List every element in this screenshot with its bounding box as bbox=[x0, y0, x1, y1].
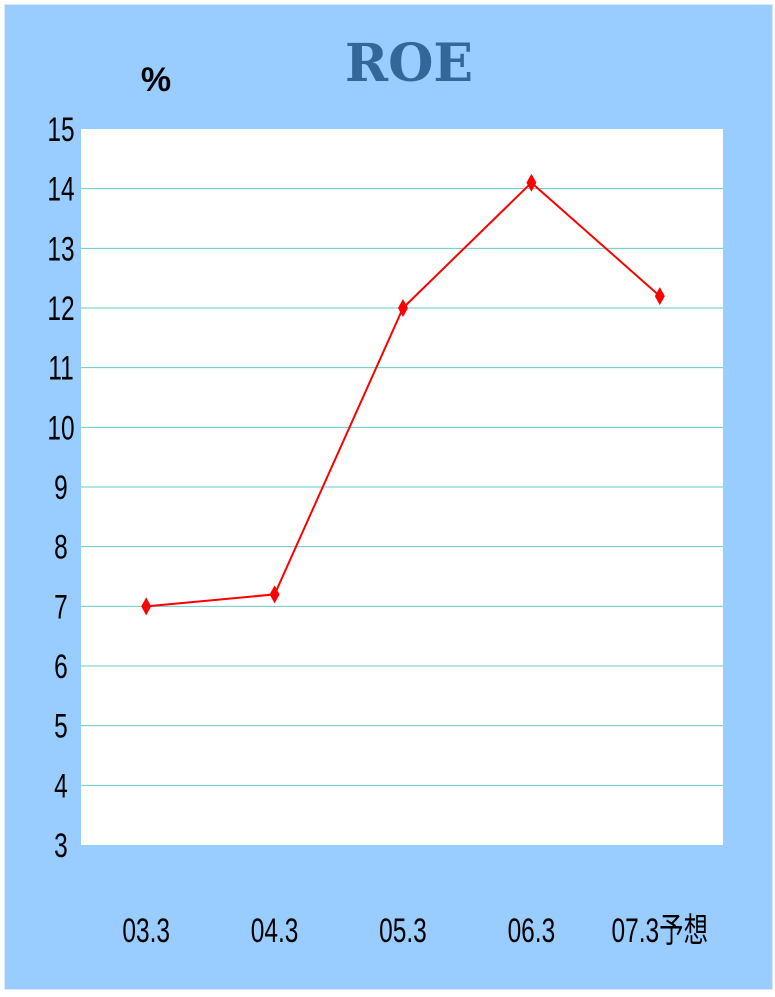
y-tick-label: 3 bbox=[54, 827, 68, 865]
y-tick-label: 6 bbox=[54, 648, 68, 686]
y-tick-label: 7 bbox=[54, 588, 68, 626]
series-roe bbox=[141, 173, 665, 616]
x-tick-label: 04.3 bbox=[251, 912, 299, 950]
y-tick-label: 15 bbox=[47, 111, 74, 149]
y-tick-label: 14 bbox=[47, 171, 74, 209]
y-tick-label: 5 bbox=[54, 708, 68, 746]
data-point-marker bbox=[269, 585, 280, 604]
y-tick-label: 4 bbox=[54, 767, 68, 805]
x-tick-label: 06.3 bbox=[508, 912, 556, 950]
chart-frame: ROE % 3 4 5 6 7 8 9 10 11 12 13 14 15 03.3 04.3 05.3 06… bbox=[4, 4, 773, 990]
unit-label: % bbox=[141, 61, 171, 99]
y-tick-label: 13 bbox=[47, 230, 74, 268]
y-axis-ticks: 3 4 5 6 7 8 9 10 11 12 13 14 15 bbox=[47, 111, 74, 865]
y-tick-label: 10 bbox=[47, 409, 74, 447]
chart-title: ROE bbox=[345, 33, 473, 94]
y-tick-label: 12 bbox=[47, 290, 74, 328]
data-point-marker bbox=[141, 597, 152, 616]
data-point-marker bbox=[398, 299, 408, 317]
gridlines bbox=[81, 188, 723, 786]
data-point-marker bbox=[654, 287, 665, 306]
y-tick-label: 8 bbox=[54, 529, 68, 567]
y-tick-label: 9 bbox=[54, 469, 68, 507]
x-tick-label: 07.3予想 bbox=[612, 912, 709, 950]
data-point-marker bbox=[526, 173, 537, 192]
roe-chart: ROE % 3 4 5 6 7 8 9 10 11 12 13 14 15 03.3 04.3 05.3 06… bbox=[47, 33, 723, 950]
y-tick-label: 11 bbox=[48, 350, 73, 388]
x-tick-label: 03.3 bbox=[122, 912, 170, 950]
x-tick-label: 05.3 bbox=[379, 912, 427, 950]
x-axis-ticks: 03.3 04.3 05.3 06.3 07.3予想 bbox=[122, 912, 708, 950]
